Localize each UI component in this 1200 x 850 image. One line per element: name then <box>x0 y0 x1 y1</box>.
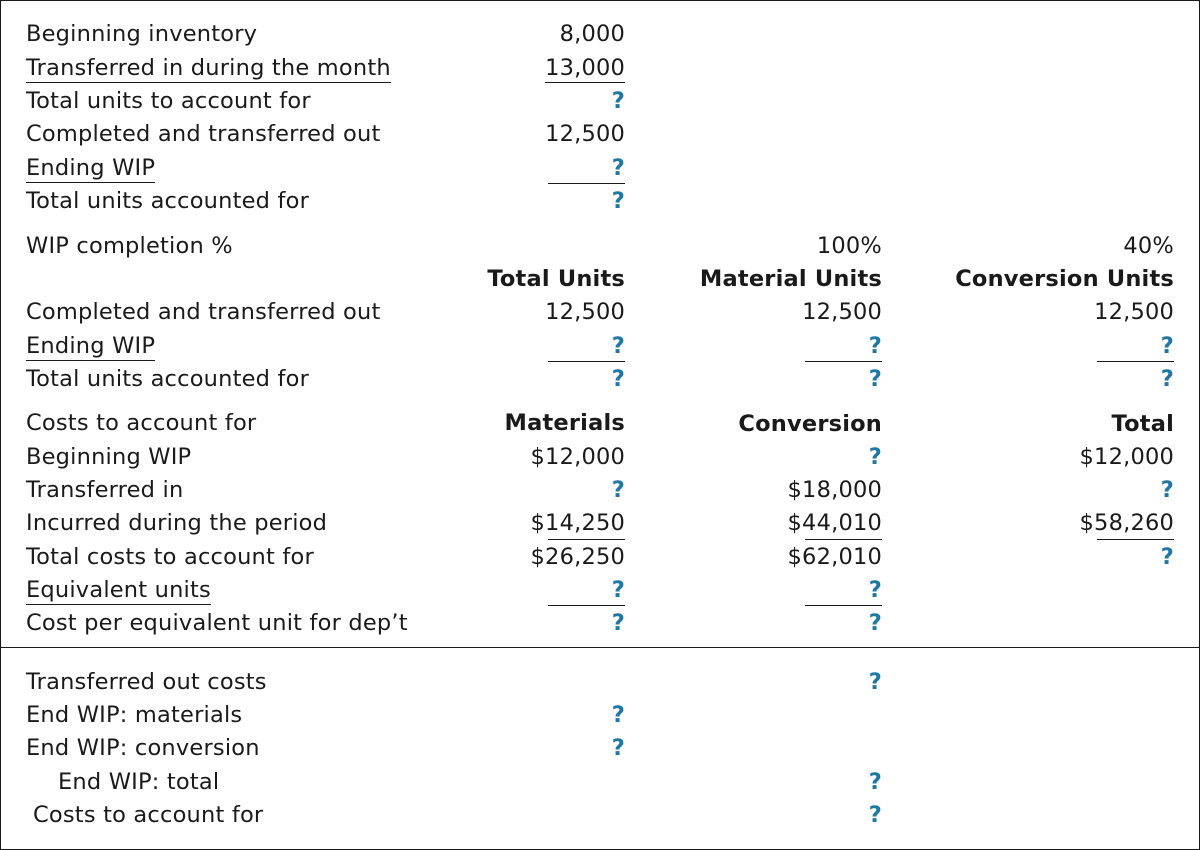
conversion-completion-pct: 40% <box>1123 233 1174 259</box>
cost-incurred-total: $58,260 <box>1079 510 1174 536</box>
material-completion-pct: 100% <box>816 233 882 259</box>
underline <box>548 361 625 362</box>
beginning-inventory-value: 8,000 <box>559 21 625 47</box>
costs-to-account-label: Costs to account for <box>26 410 257 436</box>
eu-ending-wip-conversion: ? <box>1160 333 1174 359</box>
cost-transferred-in-conversion: $18,000 <box>787 477 882 503</box>
transferred-out-costs-label: Transferred out costs <box>26 669 267 695</box>
beginning-inventory-label: Beginning inventory <box>26 21 258 47</box>
underline <box>548 539 625 540</box>
cost-transferred-in-materials: ? <box>611 477 625 503</box>
end-wip-materials-label: End WIP: materials <box>26 702 243 728</box>
wip-completion-label: WIP completion % <box>26 233 233 259</box>
cost-incurred-materials: $14,250 <box>530 510 625 536</box>
completed-out-label: Completed and transferred out <box>26 121 381 147</box>
eu-total-label: Total units accounted for <box>26 366 310 392</box>
equivalent-units-label: Equivalent units <box>26 577 211 605</box>
eu-total-total: ? <box>611 366 625 392</box>
material-units-header: Material Units <box>699 266 882 292</box>
cost-transferred-in-total: ? <box>1160 477 1174 503</box>
transferred-out-costs-value: ? <box>868 669 882 695</box>
cost-incurred-label: Incurred during the period <box>26 510 328 536</box>
eu-completed-label: Completed and transferred out <box>26 299 381 325</box>
cost-beginning-wip-conversion: ? <box>868 444 882 470</box>
assignment-costs-to-account-label: Costs to account for <box>33 802 264 828</box>
cost-total-conversion: $62,010 <box>787 544 882 570</box>
eu-completed-conversion: 12,500 <box>1094 299 1174 325</box>
cost-per-eu-conversion: ? <box>868 610 882 636</box>
cost-total-total: ? <box>1160 544 1174 570</box>
underline <box>1097 361 1174 362</box>
conversion-units-header: Conversion Units <box>955 266 1174 292</box>
eu-ending-wip-label: Ending WIP <box>26 333 156 361</box>
total-units-accounted-value: ? <box>611 188 625 214</box>
eu-completed-material: 12,500 <box>802 299 882 325</box>
cost-per-eu-label: Cost per equivalent unit for dep’t <box>26 610 408 636</box>
total-units-to-account-label: Total units to account for <box>26 88 311 114</box>
transferred-in-value: 13,000 <box>545 55 625 83</box>
underline <box>548 605 625 606</box>
end-wip-total-value: ? <box>868 769 882 795</box>
cost-beginning-wip-label: Beginning WIP <box>26 444 192 470</box>
underline <box>805 361 882 362</box>
cost-beginning-wip-materials: $12,000 <box>530 444 625 470</box>
eu-ending-wip-total: ? <box>611 333 625 359</box>
assignment-costs-to-account-value: ? <box>868 802 882 828</box>
cost-beginning-wip-total: $12,000 <box>1079 444 1174 470</box>
section-divider <box>0 647 1200 648</box>
underline <box>805 539 882 540</box>
total-units-header: Total Units <box>487 266 625 292</box>
end-wip-materials-value: ? <box>611 702 625 728</box>
end-wip-conversion-value: ? <box>611 735 625 761</box>
underline <box>805 605 882 606</box>
conversion-header: Conversion <box>738 411 882 437</box>
cost-total-label: Total costs to account for <box>26 544 314 570</box>
equivalent-units-materials: ? <box>611 577 625 603</box>
equivalent-units-conversion: ? <box>868 577 882 603</box>
eu-total-conversion: ? <box>1160 366 1174 392</box>
cost-per-eu-materials: ? <box>611 610 625 636</box>
completed-out-value: 12,500 <box>545 121 625 147</box>
transferred-in-label: Transferred in during the month <box>26 55 391 83</box>
ending-wip-label: Ending WIP <box>26 155 156 183</box>
cost-total-materials: $26,250 <box>530 544 625 570</box>
cost-incurred-conversion: $44,010 <box>787 510 882 536</box>
total-units-to-account-value: ? <box>611 88 625 114</box>
total-units-accounted-label: Total units accounted for <box>26 188 310 214</box>
underline <box>548 183 625 184</box>
cost-transferred-in-label: Transferred in <box>26 477 184 503</box>
eu-completed-total: 12,500 <box>545 299 625 325</box>
total-header: Total <box>1111 411 1174 437</box>
materials-header: Materials <box>504 410 625 436</box>
eu-ending-wip-material: ? <box>868 333 882 359</box>
end-wip-total-label: End WIP: total <box>58 769 220 795</box>
underline <box>1097 539 1174 540</box>
ending-wip-value: ? <box>611 155 625 181</box>
eu-total-material: ? <box>868 366 882 392</box>
end-wip-conversion-label: End WIP: conversion <box>26 735 260 761</box>
